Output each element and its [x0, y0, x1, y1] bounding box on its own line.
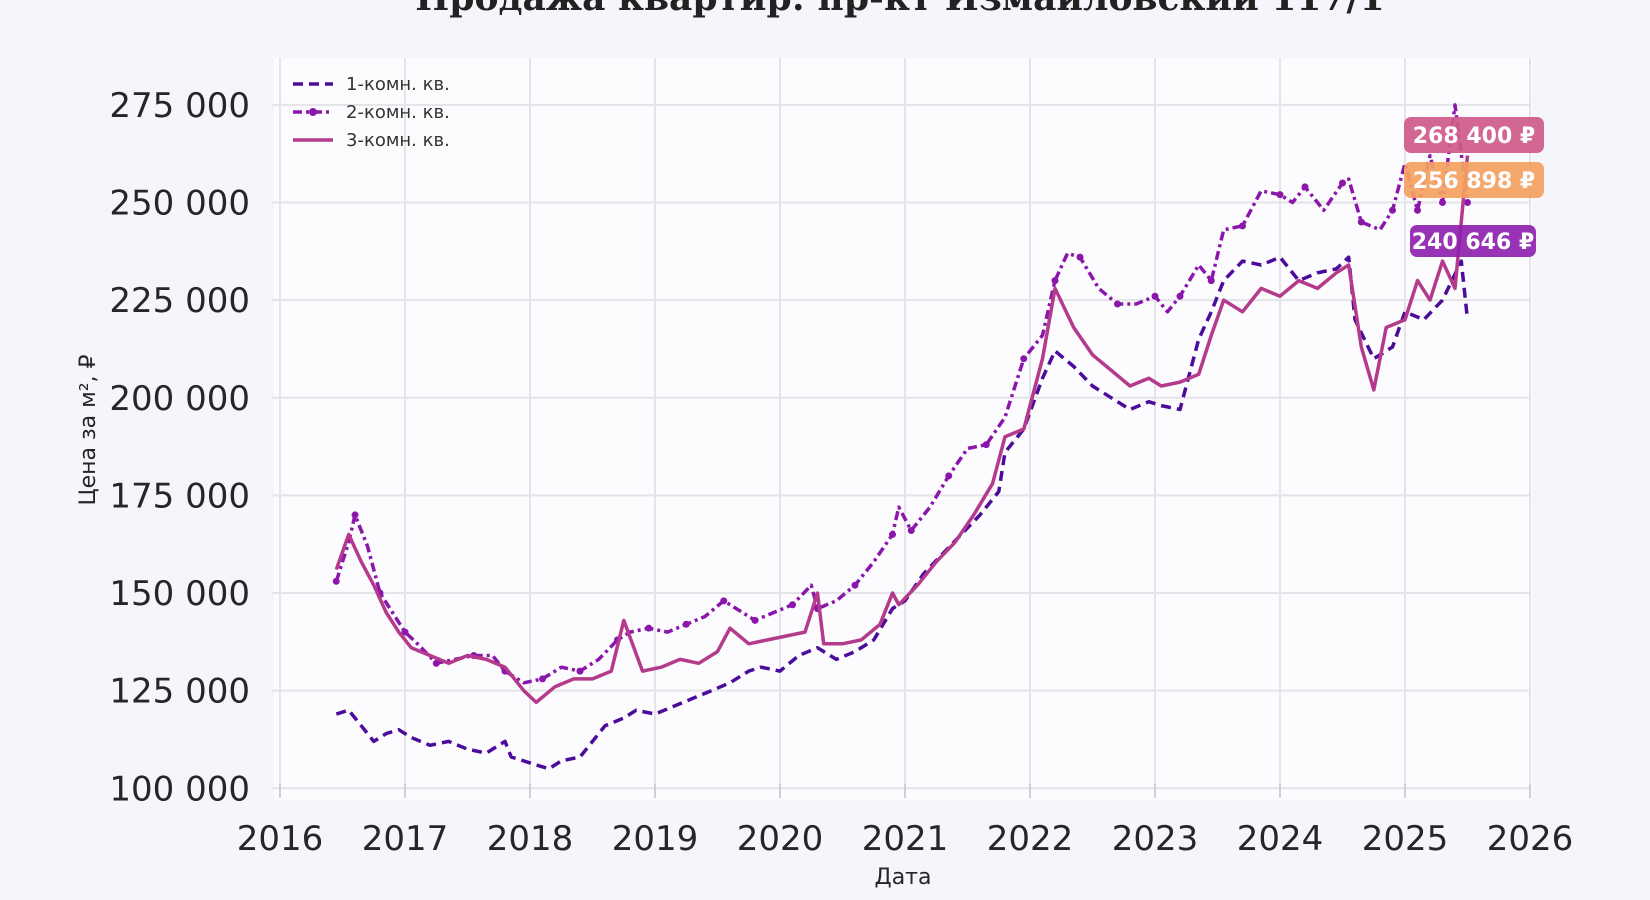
series-point [1276, 191, 1284, 199]
y-tick-label: 225 000 [109, 281, 250, 321]
y-tick-label: 175 000 [109, 476, 250, 516]
value-badge: 240 646 ₽ [1412, 230, 1534, 255]
series-point [682, 620, 690, 628]
legend: 1-комн. кв. 2-комн. кв. 3-комн. кв. [293, 74, 450, 151]
series-point [1389, 206, 1396, 214]
y-tick-label: 100 000 [109, 769, 250, 809]
series-point [945, 472, 953, 480]
legend-label: 2-комн. кв. [346, 102, 450, 123]
series-point [907, 527, 915, 535]
y-axis-label: Цена за м², ₽ [76, 354, 101, 505]
series-point [401, 628, 409, 636]
x-tick-label: 2022 [987, 819, 1074, 859]
x-axis-label: Дата [875, 865, 932, 890]
value-badge-bg [1404, 162, 1544, 198]
series-point [851, 581, 859, 589]
x-tick-label: 2019 [612, 819, 699, 859]
legend-label: 3-комн. кв. [346, 130, 450, 151]
x-tick-label: 2021 [862, 819, 949, 859]
x-tick-label: 2020 [737, 819, 824, 859]
series-line-1 [335, 255, 1470, 771]
series-line-3 [334, 155, 1470, 705]
series-point [351, 511, 359, 519]
series-point [1301, 183, 1309, 191]
legend-label: 1-комн. кв. [346, 74, 450, 95]
x-tick-label: 2017 [362, 819, 449, 859]
series-point [432, 659, 440, 667]
series-point [1414, 206, 1421, 214]
series-point [1151, 292, 1159, 300]
x-tick-label: 2024 [1237, 819, 1324, 859]
plot-area [274, 58, 1532, 800]
series-point [645, 624, 653, 632]
value-badge: 256 898 ₽ [1413, 169, 1535, 194]
y-tick-label: 125 000 [109, 672, 250, 712]
series-point [789, 601, 796, 609]
series-point [1207, 277, 1215, 285]
series-point [1339, 179, 1346, 187]
series-point [1357, 218, 1365, 226]
x-tick-label: 2023 [1112, 819, 1199, 859]
series-point [1114, 300, 1121, 308]
series-point [1439, 198, 1446, 206]
x-tick-label: 2018 [487, 819, 574, 859]
series-point [539, 675, 546, 683]
series-point [1020, 355, 1028, 363]
series-point [1176, 292, 1184, 300]
x-tick-label: 2026 [1487, 819, 1574, 859]
series-point [1239, 222, 1246, 230]
series-point [332, 577, 340, 585]
x-tick-label: 2025 [1362, 819, 1449, 859]
series-point [1051, 277, 1059, 285]
series-point [889, 530, 896, 538]
value-badge-bg [1410, 225, 1536, 257]
y-tick-label: 200 000 [109, 379, 250, 419]
chart-title: Продажа квартир: пр-кт Измайловский 117/… [415, 0, 1384, 19]
legend-marker [309, 108, 317, 116]
value-badges: 268 400 ₽ 256 898 ₽ 240 646 ₽ [1404, 117, 1544, 257]
value-badge-bg [1404, 117, 1544, 153]
series-layer [332, 103, 1471, 771]
series-point [576, 667, 584, 675]
y-tick-label: 275 000 [109, 86, 250, 126]
value-badge: 268 400 ₽ [1413, 124, 1535, 149]
x-tick-label: 2016 [237, 819, 324, 859]
series-point [982, 441, 990, 449]
series-point [1076, 253, 1084, 261]
series-point [751, 616, 759, 624]
axes: 2016 2017 2018 2019 2020 2021 2022 2023 2024 2025… [109, 86, 1573, 859]
series-point [1464, 198, 1471, 206]
y-tick-label: 250 000 [109, 183, 250, 223]
y-tick-label: 150 000 [109, 574, 250, 614]
series-point [720, 597, 728, 605]
